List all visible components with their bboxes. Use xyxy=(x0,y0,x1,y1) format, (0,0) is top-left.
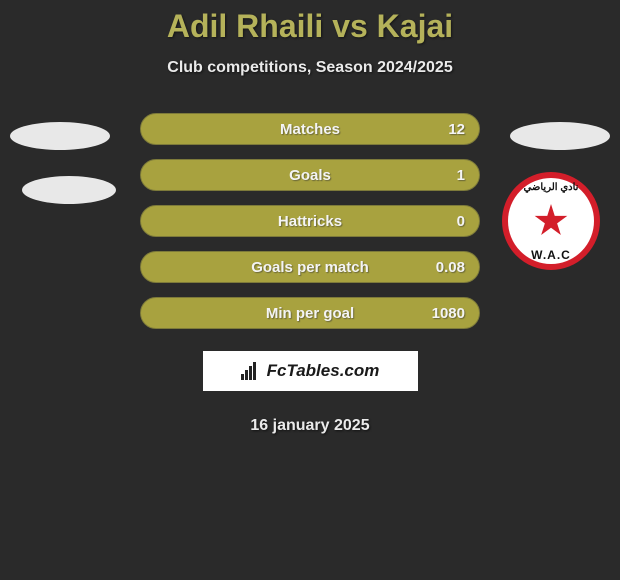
club-badge-acronym: W.A.C xyxy=(531,248,571,262)
stat-label: Goals xyxy=(289,167,331,184)
stat-label: Goals per match xyxy=(251,259,369,276)
stat-row-min-per-goal: Min per goal 1080 xyxy=(140,297,480,329)
stat-label: Min per goal xyxy=(266,305,354,322)
stat-value-right: 0 xyxy=(457,213,465,230)
stat-row-hattricks: Hattricks 0 xyxy=(140,205,480,237)
date-text: 16 january 2025 xyxy=(0,417,620,435)
stat-label: Matches xyxy=(280,121,340,138)
club-badge-wac: نادي الرياضي W.A.C xyxy=(502,172,600,270)
club-badge-arabic-text: نادي الرياضي xyxy=(524,182,579,193)
stat-row-matches: Matches 12 xyxy=(140,113,480,145)
stat-label: Hattricks xyxy=(278,213,342,230)
player1-club-placeholder xyxy=(22,176,116,204)
stat-value-right: 0.08 xyxy=(436,259,465,276)
logo-box[interactable]: FcTables.com xyxy=(203,351,418,391)
subtitle: Club competitions, Season 2024/2025 xyxy=(0,59,620,77)
star-icon xyxy=(534,204,568,238)
stat-row-goals-per-match: Goals per match 0.08 xyxy=(140,251,480,283)
logo-text: FcTables.com xyxy=(267,361,380,381)
page-title: Adil Rhaili vs Kajai xyxy=(0,8,620,45)
player2-avatar-placeholder xyxy=(510,122,610,150)
barchart-icon xyxy=(241,362,263,380)
stat-value-right: 1080 xyxy=(432,305,465,322)
stat-row-goals: Goals 1 xyxy=(140,159,480,191)
stat-value-right: 1 xyxy=(457,167,465,184)
stat-value-right: 12 xyxy=(448,121,465,138)
logo: FcTables.com xyxy=(241,361,380,381)
club-badge-inner: نادي الرياضي W.A.C xyxy=(508,178,594,264)
player1-avatar-placeholder xyxy=(10,122,110,150)
